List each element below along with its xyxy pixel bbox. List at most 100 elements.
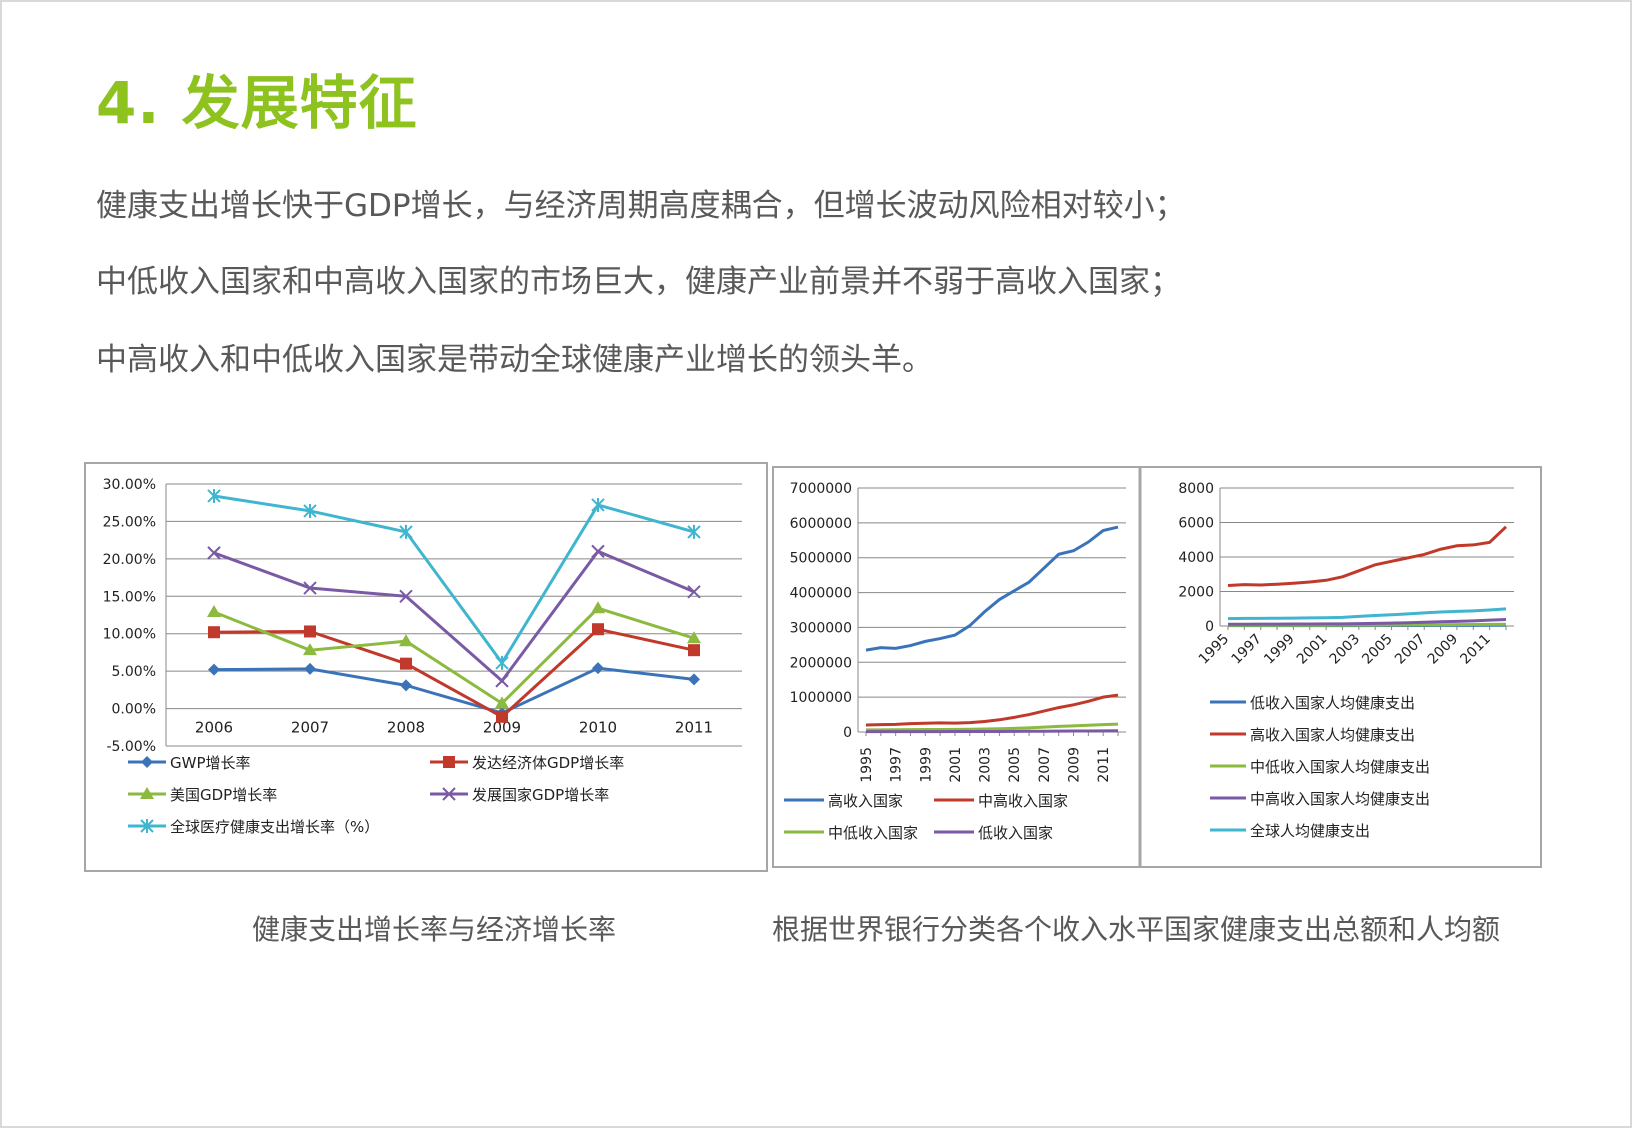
series-line: [866, 729, 1119, 734]
y-tick-label: 0.00%: [112, 702, 156, 718]
paragraph-1: 健康支出增长快于GDP增长，与经济周期高度耦合，但增长波动风险相对较小；: [96, 188, 1186, 224]
paragraph-3: 中高收入和中低收入国家是带动全球健康产业增长的领头羊。: [96, 342, 933, 378]
data-point: [399, 589, 413, 603]
y-tick-label: 4000: [1178, 550, 1214, 566]
legend-label: 中高收入国家人均健康支出: [1250, 790, 1430, 808]
data-point: [400, 657, 412, 670]
x-tick-label: 2001: [948, 747, 964, 783]
series-line: [213, 606, 695, 706]
x-tick-label: 2011: [1457, 631, 1494, 668]
legend-label: GWP增长率: [170, 754, 251, 772]
data-point: [591, 601, 605, 614]
data-point: [304, 625, 316, 638]
y-tick-label: 3000000: [790, 620, 852, 636]
x-tick-label: 2001: [1294, 631, 1331, 668]
x-tick-label: 2003: [1327, 631, 1364, 668]
series-line: [213, 666, 695, 715]
paragraph-2: 中低收入国家和中高收入国家的市场巨大，健康产业前景并不弱于高收入国家；: [96, 264, 1181, 300]
x-tick-label: 2011: [1096, 747, 1112, 783]
growth-rate-chart: 30.00% 25.00% 20.00% 15.00% 10.00% 5.00% 0.00%…: [103, 477, 742, 836]
legend-label: 高收入国家: [828, 792, 903, 810]
legend-label: 中高收入国家: [978, 792, 1068, 810]
data-point: [303, 643, 317, 656]
y-tick-label: -5.00%: [106, 739, 156, 755]
legend-label: 中低收入国家人均健康支出: [1250, 758, 1430, 776]
data-point: [592, 623, 604, 636]
x-tick-label: 2005: [1007, 747, 1023, 783]
data-point: [207, 488, 221, 503]
x-tick-label: 1997: [1228, 631, 1265, 668]
x-tick-label: 2006: [195, 719, 233, 737]
x-tick-label: 2009: [1425, 631, 1462, 668]
legend-label: 中低收入国家: [828, 824, 918, 842]
y-tick-label: 5000000: [790, 551, 852, 567]
y-tick-label: 1000000: [790, 690, 852, 706]
y-tick-label: 10.00%: [103, 627, 156, 643]
data-point: [495, 696, 509, 709]
x-tick-label: 2009: [483, 719, 521, 737]
series-line: [865, 722, 1119, 732]
growth-rate-chart-panel: 30.00% 25.00% 20.00% 15.00% 10.00% 5.00% 0.00%…: [84, 462, 768, 872]
x-tick-label: 2007: [291, 719, 329, 737]
y-tick-label: 2000: [1178, 585, 1214, 601]
legend-label: 美国GDP增长率: [170, 786, 277, 804]
x-tick-label: 2007: [1037, 747, 1053, 783]
x-tick-label: 2008: [387, 719, 425, 737]
x-tick-label: 1997: [889, 747, 905, 783]
data-point: [687, 631, 701, 644]
x-tick-label: 1995: [859, 747, 875, 783]
y-tick-label: 0: [843, 725, 852, 741]
caption-left: 健康支出增长率与经济增长率: [252, 913, 617, 946]
caption-right: 根据世界银行分类各个收入水平国家健康支出总额和人均额: [772, 913, 1501, 946]
series-line: [1227, 525, 1508, 587]
x-tick-label: 2005: [1359, 631, 1396, 668]
legend-marker: [442, 787, 456, 801]
data-point: [207, 546, 221, 560]
x-tick-label: 2003: [978, 747, 994, 783]
x-tick-label: 2009: [1067, 747, 1083, 783]
legend-label: 发展国家GDP增长率: [472, 786, 609, 804]
x-tick-label: 2011: [675, 719, 713, 737]
y-tick-label: 4000000: [790, 586, 852, 602]
y-tick-label: 2000000: [790, 655, 852, 671]
legend-label: 低收入国家: [978, 824, 1053, 842]
series-line: [1227, 607, 1507, 621]
legend-marker: [443, 756, 455, 768]
legend-label: 发达经济体GDP增长率: [472, 754, 624, 772]
series-line: [865, 525, 1119, 652]
x-tick-label: 2007: [1392, 631, 1429, 668]
data-point: [303, 581, 317, 595]
series-line: [213, 494, 695, 666]
legend-label: 全球医疗健康支出增长率（%）: [170, 818, 379, 836]
legend-label: 高收入国家人均健康支出: [1250, 726, 1415, 744]
x-tick-label: 2010: [579, 719, 617, 737]
data-point: [688, 644, 700, 657]
data-point: [400, 679, 412, 692]
data-point: [591, 544, 605, 559]
data-point: [303, 503, 317, 518]
x-tick-label: 1999: [918, 747, 934, 783]
data-point: [592, 662, 604, 675]
y-tick-label: 20.00%: [103, 552, 156, 568]
x-tick-label: 1999: [1261, 631, 1298, 668]
y-tick-label: 6000000: [790, 516, 852, 532]
health-expenditure-charts: 7000000600000050000004000000300000020000…: [784, 468, 1514, 866]
data-point: [399, 524, 413, 539]
y-tick-label: 25.00%: [103, 514, 156, 530]
legend-label: 全球人均健康支出: [1250, 822, 1370, 840]
data-point: [495, 655, 509, 670]
legend-marker: [140, 787, 154, 799]
series-line: [1227, 617, 1507, 626]
legend-label: 低收入国家人均健康支出: [1250, 694, 1415, 712]
page-title: 4. 发展特征: [96, 69, 418, 137]
y-tick-label: 8000: [1178, 481, 1214, 497]
data-point: [208, 663, 220, 676]
data-point: [687, 524, 701, 539]
series-line: [213, 627, 695, 719]
y-tick-label: 0: [1205, 619, 1214, 635]
data-point: [591, 497, 605, 512]
data-point: [495, 674, 509, 688]
data-point: [496, 710, 508, 723]
data-point: [207, 605, 221, 618]
health-expenditure-chart-panel: 7000000 6000000 5000000 4000000 3000000 20000…: [772, 466, 1542, 868]
